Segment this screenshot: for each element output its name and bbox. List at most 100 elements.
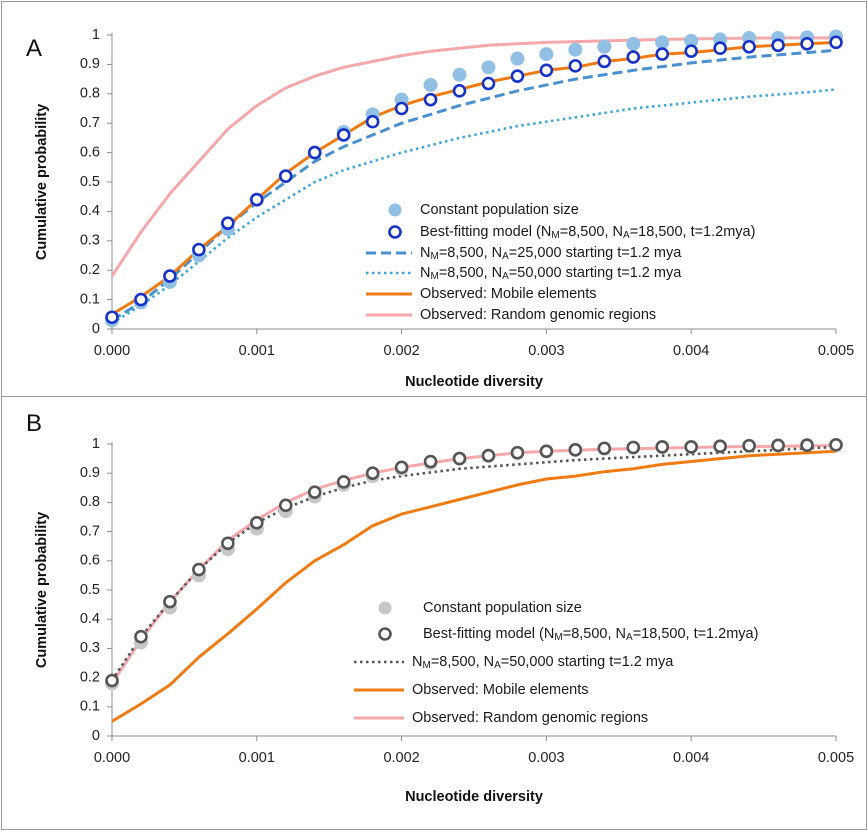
series-point-1 [655,47,670,61]
series-point-1 [163,269,177,283]
series-point-1 [684,44,699,58]
series-point-1 [771,438,785,453]
series-point-1 [307,145,322,160]
series-point-1 [105,673,119,688]
series-point-0 [423,77,438,92]
series-line-3 [111,449,837,723]
legend-label: Observed: Random genomic regions [420,307,656,323]
series-point-1 [597,54,612,69]
y-tick-label: 0.6 [80,144,100,160]
series-point-1 [742,438,756,453]
series-point-1 [249,192,264,207]
y-tick-label: 0.7 [80,115,100,131]
series-point-1 [278,498,293,513]
legend-b: Constant population size Best-fitting mod… [354,600,758,726]
series-point-0 [510,51,525,66]
series-point-1 [481,76,496,91]
legend-label: Constant population size [420,202,579,218]
series-point-1 [278,169,293,183]
series-point-1 [192,562,206,577]
legend-label: NM=8,500, NA=25,000 starting t=1.2 mya [420,245,682,262]
series-point-1 [829,35,843,50]
series-point-1 [134,292,148,307]
series-point-0 [568,42,583,57]
series-point-1 [365,466,380,481]
series-point-1 [655,440,670,454]
series-point-0 [684,33,699,48]
legend-label: NM=8,500, NA=50,000 starting t=1.2 mya [420,265,682,282]
x-tick-label: 0.002 [383,343,419,359]
series-point-1 [221,216,235,230]
series-point-1 [771,38,785,53]
series-point-0 [626,36,641,51]
series-point-1 [336,475,351,489]
y-tick-label: 0.2 [80,669,100,685]
y-tick-label: 0.9 [80,465,100,481]
y-tick-label: 0.3 [80,640,100,656]
series-point-1 [800,438,814,452]
panel-label-a: A [26,35,42,62]
series-point-0 [452,67,467,82]
y-tick-label: 0.1 [80,291,100,307]
series-point-1 [192,242,206,257]
x-tick-label: 0.000 [94,750,130,766]
panel-a-frame [1,1,867,397]
chart-panel-b: B 0 0.1 0.2 0.3 0.4 0.5 0.6 0.7 0.8 0.9 1 0.000 0.001… [26,410,854,805]
y-tick-label: 0 [92,321,100,337]
y-tick-label: 0.4 [80,611,100,627]
y-tick-label: 0.6 [80,553,100,569]
y-tick-label: 1 [92,436,100,452]
series-point-1 [163,594,177,609]
y-tick-label: 0.8 [80,494,100,510]
x-axis-title: Nucleotide diversity [405,374,543,390]
y-tick-label: 0.3 [80,233,100,249]
legend-label: Observed: Mobile elements [412,682,589,698]
y-tick-label: 0.7 [80,523,100,539]
series-point-1 [626,50,641,64]
series-point-1 [626,440,641,455]
series-line-2 [110,445,837,682]
legend-marker [378,627,392,641]
legend-label: Constant population size [423,600,582,616]
legend-label: Observed: Random genomic regions [412,710,648,726]
series-point-1 [539,444,554,459]
series-point-1 [423,92,438,107]
y-tick-label: 0.4 [80,203,100,219]
series-point-1 [684,440,699,454]
legend-marker [378,601,392,615]
y-tick-label: 0 [92,728,100,744]
series-point-1 [452,451,467,466]
series-point-1 [105,310,119,325]
series-line-5 [110,36,836,277]
series-point-1 [336,128,351,142]
series-point-1 [394,460,409,475]
series-point-0 [597,39,612,54]
series-point-1 [597,441,612,456]
series-point-1 [713,439,727,454]
x-tick-label: 0.003 [528,750,564,766]
x-tick-label: 0.005 [818,343,854,359]
x-tick-label: 0.001 [239,343,275,359]
series-point-1 [365,114,380,129]
y-tick-label: 0.2 [80,262,100,278]
legend-a: Constant population size Best-fitting mod… [366,202,755,323]
series-point-1 [452,84,467,98]
series-point-0 [655,35,670,50]
y-axis-title: Cumulative probability [34,512,50,668]
series-point-1 [568,443,583,457]
x-tick-label: 0.000 [94,343,130,359]
series-point-1 [249,516,264,530]
y-tick-label: 0.1 [80,699,100,715]
y-tick-label: 0.8 [80,86,100,102]
legend-marker [388,225,402,239]
y-tick-label: 1 [92,27,100,43]
series-point-0 [539,47,554,62]
series-point-1 [800,37,814,51]
y-tick-label: 0.9 [80,56,100,72]
x-tick-label: 0.001 [239,750,275,766]
y-tick-label: 0.5 [80,174,100,190]
series-point-1 [568,59,583,73]
series-point-1 [423,454,438,469]
chart-panel-a: A 0 0.1 0.2 0.3 0.4 0.5 0.6 0.7 0.8 0.9 1 0.000 0.001… [26,27,854,390]
